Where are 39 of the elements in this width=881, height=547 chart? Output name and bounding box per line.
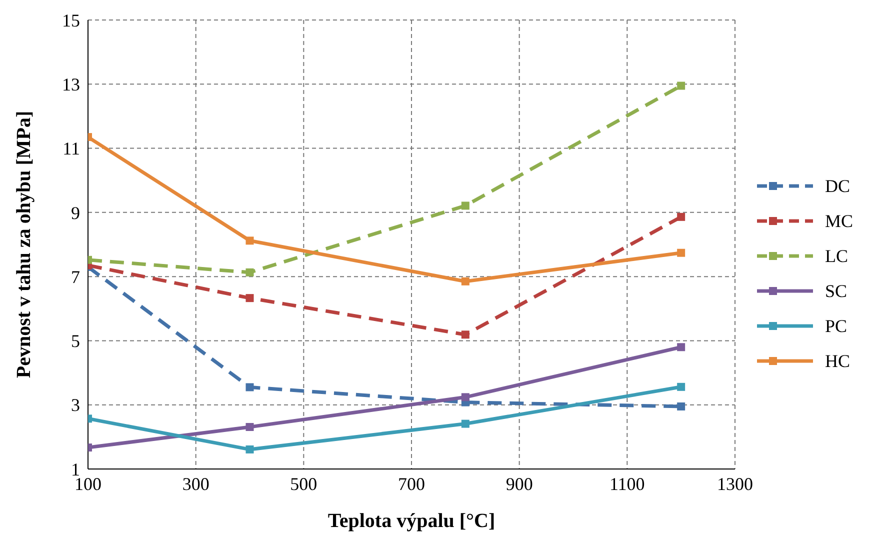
y-tick-label: 1 xyxy=(71,459,80,480)
point xyxy=(677,82,686,90)
point xyxy=(461,393,470,402)
point xyxy=(246,294,254,302)
legend-label: SC xyxy=(824,280,848,302)
point xyxy=(461,202,470,210)
x-axis-title: Teplota výpalu [°C] xyxy=(328,510,496,532)
y-tick-label: 7 xyxy=(71,266,80,287)
point xyxy=(461,277,470,286)
x-tick-label: 300 xyxy=(182,474,210,494)
y-axis-title: Pevnost v tahu za ohybu [MPa] xyxy=(13,110,36,378)
point xyxy=(246,236,254,245)
y-tick-label: 15 xyxy=(62,10,80,30)
legend-label: PC xyxy=(824,316,848,336)
x-tick-label: 700 xyxy=(398,474,425,494)
point xyxy=(246,422,254,431)
point xyxy=(461,420,470,428)
point xyxy=(677,343,686,352)
x-tick-label: 1300 xyxy=(716,474,753,494)
y-tick-label: 13 xyxy=(62,74,80,95)
point xyxy=(677,212,686,221)
x-tick-label: 500 xyxy=(290,474,318,494)
x-tick-label: 1100 xyxy=(609,474,645,494)
point xyxy=(677,382,686,391)
point xyxy=(677,248,686,257)
legend-label: DC xyxy=(824,176,850,196)
point xyxy=(246,383,254,392)
point xyxy=(246,445,254,454)
y-tick-label: 5 xyxy=(71,331,80,352)
legend-label: HC xyxy=(824,350,850,372)
legend-label: LC xyxy=(824,246,848,266)
y-tick-label: 11 xyxy=(62,138,80,159)
y-tick-label: 9 xyxy=(71,202,80,223)
point xyxy=(461,330,470,339)
x-tick-label: 900 xyxy=(506,474,533,494)
point xyxy=(246,268,254,276)
y-tick-label: 3 xyxy=(71,395,80,416)
point xyxy=(677,402,686,410)
legend-label: MC xyxy=(824,210,853,232)
